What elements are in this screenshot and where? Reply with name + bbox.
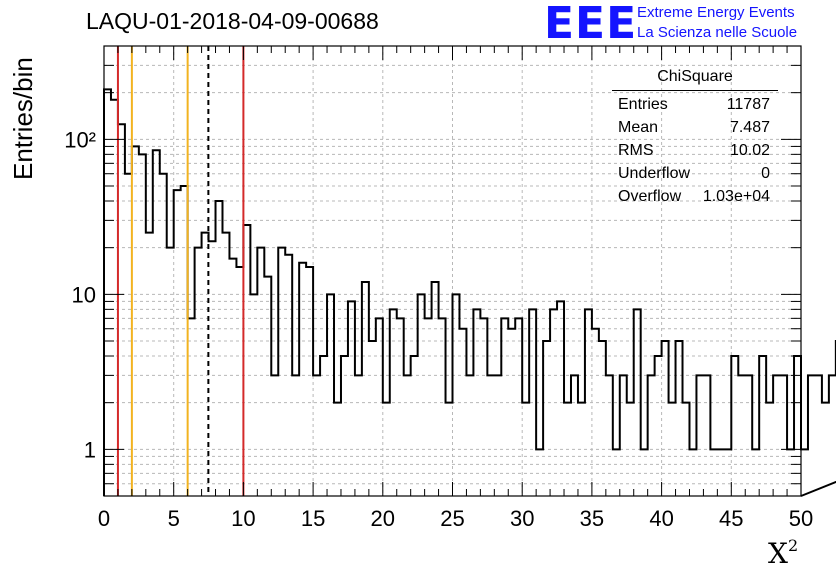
logo-mark: EEE	[544, 0, 638, 49]
y-tick-label: 10²	[64, 127, 96, 152]
x-tick-label: 15	[301, 506, 325, 531]
stats-key: Entries	[618, 96, 668, 113]
stats-title: ChiSquare	[612, 64, 778, 91]
x-tick-label: 30	[510, 506, 534, 531]
stats-key: RMS	[618, 142, 654, 159]
x-tick-label: 45	[719, 506, 743, 531]
eee-logo: EEE Extreme Energy Events La Scienza nel…	[544, 0, 824, 49]
x-axis-label-sup: 2	[787, 536, 799, 555]
x-tick-label: 25	[440, 506, 464, 531]
stats-row: Underflow 0	[612, 162, 778, 185]
stats-key: Underflow	[618, 165, 691, 182]
histogram-series	[103, 88, 836, 497]
stats-row: Mean 7.487	[612, 116, 778, 139]
chart-title: LAQU-01-2018-04-09-00688	[86, 8, 379, 34]
stats-value: 7.487	[729, 119, 770, 136]
y-tick-label: 10	[72, 282, 96, 307]
x-tick-label: 0	[98, 506, 110, 531]
x-tick-label: 5	[168, 506, 180, 531]
stats-row: Overflow 1.03e+04	[612, 185, 778, 208]
stats-key: Mean	[618, 119, 659, 136]
x-tick-label: 35	[580, 506, 604, 531]
stats-value: 1.03e+04	[702, 188, 770, 205]
stats-value: 10.02	[729, 142, 770, 159]
x-axis-label: X2	[768, 536, 798, 570]
stats-box: ChiSquare Entries 11787 Mean 7.487 RMS 10.0…	[612, 64, 778, 208]
stats-row: Entries 11787	[612, 93, 778, 116]
logo-tagline-2: La Scienza nelle Scuole	[637, 24, 798, 41]
x-tick-label: 50	[789, 506, 813, 531]
stats-value: 0	[761, 165, 770, 182]
stats-row: RMS 10.02	[612, 139, 778, 162]
logo-tagline-1: Extreme Energy Events	[637, 4, 795, 21]
y-axis-label: Entries/bin	[8, 57, 38, 180]
x-axis-label-text: X	[768, 537, 788, 570]
x-tick-label: 20	[371, 506, 395, 531]
stats-key: Overflow	[618, 188, 682, 205]
y-tick-label: 1	[84, 437, 96, 462]
stats-value: 11787	[726, 96, 770, 113]
x-tick-label: 40	[649, 506, 673, 531]
x-tick-label: 10	[231, 506, 255, 531]
